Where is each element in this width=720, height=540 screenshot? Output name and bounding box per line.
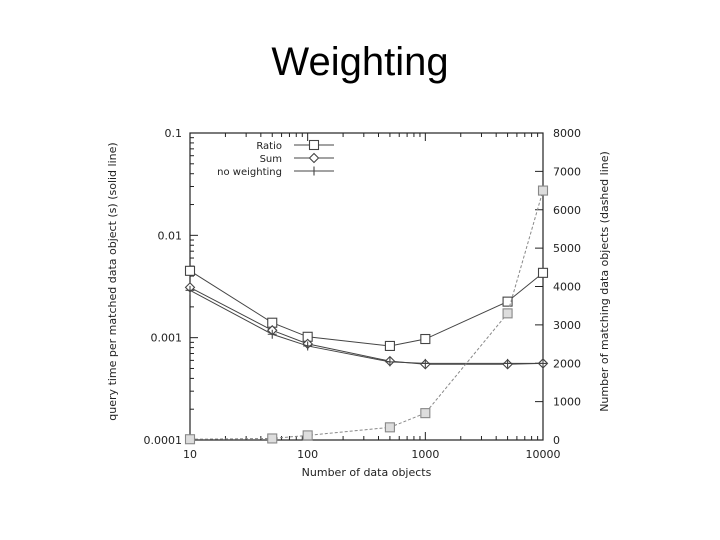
- y-right-tick-label: 8000: [553, 127, 581, 140]
- tick-layer: 10 100 1000 10000 0.0001 0.001 0.01 0.1 0 1000 200…: [144, 127, 582, 461]
- series-layer: [184, 185, 549, 445]
- data-point: [308, 152, 320, 164]
- legend: Ratio Sum no weighting: [217, 139, 334, 178]
- data-point: [537, 185, 549, 196]
- data-point: [385, 357, 395, 367]
- data-point: [185, 285, 195, 295]
- series-no-weighting: [185, 285, 548, 368]
- y-right-tick-label: 0: [553, 434, 560, 447]
- y-left-tick-label: 0.001: [151, 332, 183, 345]
- data-point: [184, 265, 196, 276]
- data-point: [309, 166, 319, 176]
- y-right-tick-label: 6000: [553, 204, 581, 217]
- data-point: [502, 308, 513, 319]
- x-tick-label: 100: [297, 448, 318, 461]
- series-line: [189, 286, 544, 365]
- data-point: [420, 358, 430, 368]
- y-right-tick-label: 2000: [553, 357, 581, 370]
- x-axis-label: Number of data objects: [302, 466, 432, 479]
- data-point: [384, 422, 395, 433]
- data-point: [303, 341, 313, 351]
- data-point: [538, 358, 548, 368]
- y-right-tick-label: 5000: [553, 242, 581, 255]
- series-matching-objects: [184, 185, 549, 445]
- data-point: [420, 408, 431, 419]
- legend-label: Sum: [260, 154, 282, 165]
- y-left-tick-label: 0.1: [165, 127, 183, 140]
- x-tick-label: 10: [183, 448, 197, 461]
- y-right-tick-label: 3000: [553, 319, 581, 332]
- x-tick-label: 10000: [526, 448, 561, 461]
- data-point: [420, 333, 431, 345]
- y-axis-right-label: Number of matching data objects (dashed …: [598, 151, 611, 412]
- y-right-tick-label: 1000: [553, 396, 581, 409]
- y-left-tick-label: 0.0001: [144, 434, 183, 447]
- y-right-tick-label: 4000: [553, 281, 581, 294]
- data-point: [267, 433, 278, 444]
- data-point: [267, 329, 277, 339]
- data-point: [537, 267, 549, 278]
- y-left-tick-label: 0.01: [158, 229, 183, 242]
- x-tick-label: 1000: [411, 448, 439, 461]
- data-point: [503, 358, 513, 368]
- data-point: [384, 340, 395, 351]
- slide-title: Weighting: [271, 40, 449, 84]
- data-point: [302, 430, 313, 441]
- legend-label: Ratio: [256, 141, 282, 152]
- data-point: [184, 434, 196, 445]
- plot-frame: [189, 132, 544, 441]
- data-point: [308, 139, 320, 151]
- y-right-tick-label: 7000: [553, 165, 581, 178]
- y-axis-left-label: query time per matched data object (s) (…: [106, 142, 119, 420]
- data-point: [502, 296, 513, 307]
- legend-label: no weighting: [217, 167, 282, 178]
- series-ratio: [184, 265, 549, 351]
- series-line: [189, 289, 543, 364]
- series-sum: [184, 282, 549, 370]
